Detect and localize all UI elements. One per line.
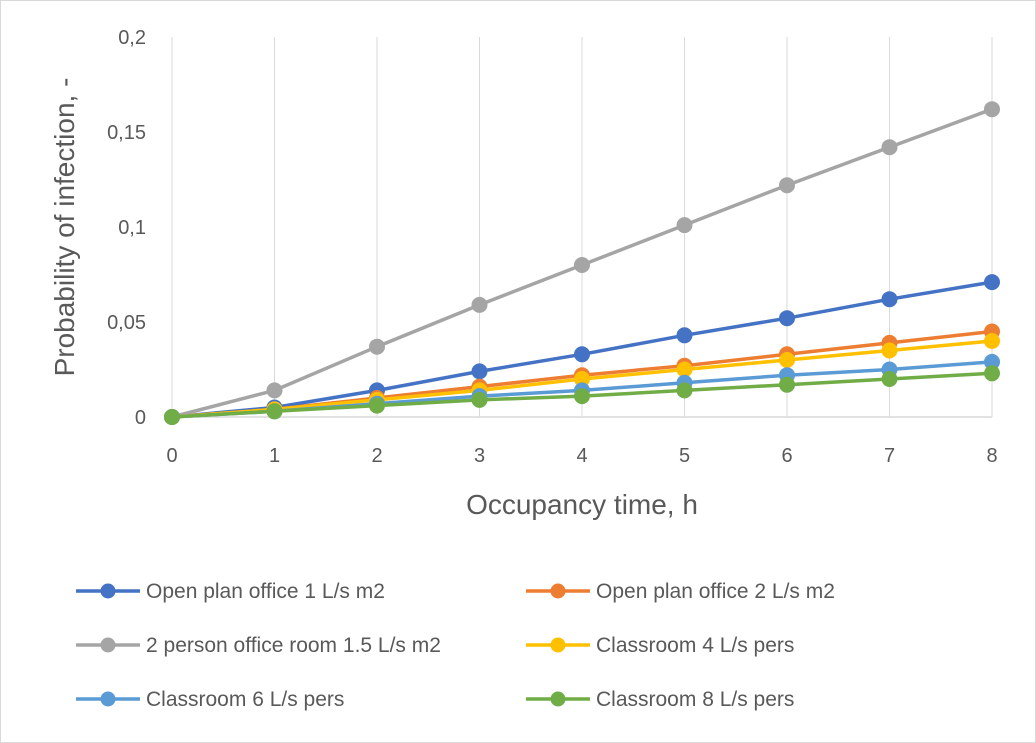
data-point (984, 365, 1000, 382)
legend-item: Classroom 8 L/s pers (526, 688, 794, 711)
data-point (471, 391, 488, 408)
data-point (369, 397, 385, 414)
legend-label: 2 person office room 1.5 L/s m2 (146, 634, 441, 657)
legend-label: Open plan office 1 L/s m2 (146, 580, 385, 603)
data-point (574, 257, 590, 273)
legend-item: Open plan office 2 L/s m2 (526, 580, 835, 603)
x-tick-label: 0 (166, 445, 177, 467)
data-point (574, 388, 590, 405)
x-tick-label: 2 (371, 445, 382, 467)
x-tick-label: 7 (884, 445, 895, 467)
data-point (266, 403, 283, 420)
x-tick-label: 4 (576, 445, 587, 467)
data-point (779, 376, 795, 393)
legend-item: Classroom 6 L/s pers (76, 688, 344, 711)
data-point (676, 361, 693, 378)
x-tick-label: 1 (269, 445, 280, 467)
y-tick-label: 0,15 (107, 122, 146, 144)
y-axis-title: Probability of infection, - (49, 78, 80, 377)
legend-swatch-marker (100, 637, 116, 653)
legend-swatch-marker (550, 691, 566, 707)
data-point (984, 101, 1000, 118)
x-tick-label: 3 (474, 445, 485, 467)
legend-swatch-marker (550, 583, 566, 599)
data-point (471, 296, 488, 313)
data-point (881, 291, 898, 308)
data-point (779, 177, 795, 194)
data-point (881, 371, 898, 387)
x-axis-ticks: 0 1 2 3 4 5 6 7 8 (166, 445, 997, 467)
legend-swatch-marker (100, 691, 116, 707)
legend-label: Classroom 8 L/s pers (596, 688, 794, 711)
legend-swatch-marker (100, 583, 116, 599)
data-point (164, 409, 180, 425)
data-point (984, 333, 1000, 349)
data-point (676, 327, 693, 344)
legend-item: Classroom 4 L/s pers (526, 634, 794, 657)
data-point (266, 382, 283, 399)
data-point (676, 382, 693, 399)
y-tick-label: 0,2 (118, 27, 146, 49)
data-point (779, 310, 795, 327)
legend: Open plan office 1 L/s m2 Open plan offic… (76, 580, 835, 711)
data-point (471, 363, 488, 380)
data-point (676, 217, 693, 234)
legend-label: Classroom 4 L/s pers (596, 634, 794, 657)
legend-item: Open plan office 1 L/s m2 (76, 580, 385, 603)
data-point (369, 338, 385, 355)
data-point (881, 342, 898, 359)
legend-label: Open plan office 2 L/s m2 (596, 580, 835, 603)
y-tick-label: 0,05 (107, 312, 146, 334)
series-5 (164, 365, 1000, 425)
legend-label: Classroom 6 L/s pers (146, 688, 344, 711)
data-point (984, 274, 1000, 291)
x-tick-label: 5 (679, 445, 690, 467)
y-axis-ticks: 0 0,05 0,1 0,15 0,2 (107, 27, 146, 429)
y-tick-label: 0 (135, 407, 146, 429)
data-point (574, 346, 590, 363)
data-point (779, 352, 795, 368)
series-group (164, 101, 1000, 425)
x-axis-title: Occupancy time, h (466, 489, 698, 520)
x-tick-label: 6 (781, 445, 792, 467)
legend-swatch-marker (550, 637, 566, 653)
x-tick-label: 8 (986, 445, 997, 467)
y-tick-label: 0,1 (118, 217, 146, 239)
legend-item: 2 person office room 1.5 L/s m2 (76, 634, 441, 657)
data-point (881, 139, 898, 156)
